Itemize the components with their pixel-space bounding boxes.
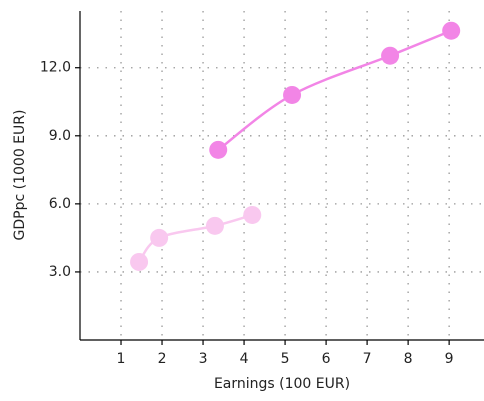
point <box>243 205 262 224</box>
x-tick-label: 9 <box>445 351 454 367</box>
point <box>381 46 400 65</box>
x-axis-label: Earnings (100 EUR) <box>214 376 350 392</box>
y-tick-label: 6.0 <box>49 196 71 212</box>
series-line <box>217 29 452 151</box>
x-tick-label: 6 <box>322 351 331 367</box>
x-tick-label: 5 <box>281 351 290 367</box>
x-tick-label: 2 <box>158 351 167 367</box>
x-tick-label: 7 <box>363 351 372 367</box>
y-tick-label: 3.0 <box>49 264 71 280</box>
point <box>442 21 461 40</box>
point <box>209 140 228 159</box>
y-tick-label: 9.0 <box>49 128 71 144</box>
x-tick-label: 1 <box>117 351 126 367</box>
point <box>150 228 169 247</box>
point <box>205 216 224 235</box>
x-tick-label: 8 <box>404 351 413 367</box>
x-tick-label: 3 <box>199 351 208 367</box>
y-axis-label: GDPpc (1000 EUR) <box>12 110 28 241</box>
x-tick-label: 4 <box>240 351 249 367</box>
point <box>283 85 302 104</box>
y-tick-label: 12.0 <box>40 60 71 76</box>
series-line <box>138 213 253 263</box>
point <box>130 252 149 271</box>
